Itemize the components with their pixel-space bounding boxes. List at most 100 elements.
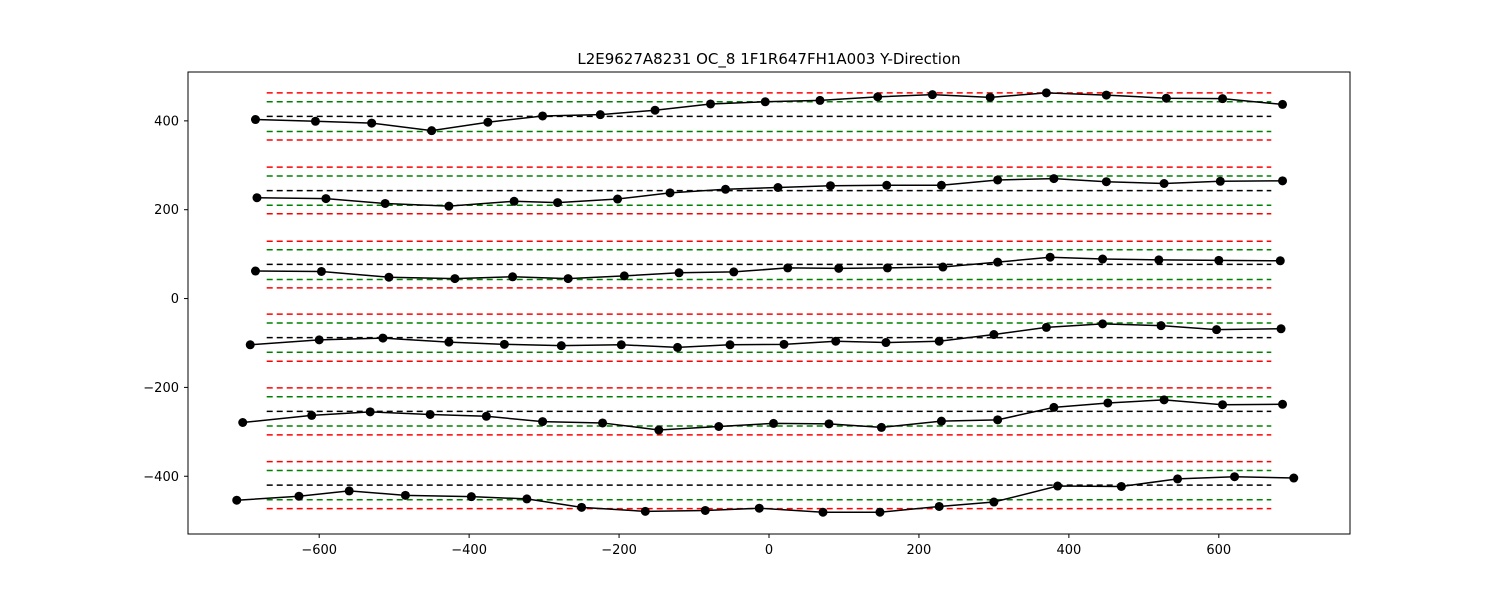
data-point-5-19 (1278, 399, 1288, 409)
y-tick-label-2: −200 (143, 381, 179, 396)
data-point-1-16 (1101, 90, 1111, 100)
data-point-3-9 (729, 267, 739, 277)
data-point-4-2 (314, 335, 324, 345)
data-point-1-9 (706, 99, 716, 109)
data-point-1-7 (595, 110, 605, 120)
measurement-series-6 (232, 472, 1299, 517)
data-point-5-3 (365, 407, 375, 417)
data-point-3-14 (993, 257, 1003, 267)
data-point-5-4 (425, 410, 435, 420)
data-point-5-15 (1049, 402, 1059, 412)
measurement-series-1 (250, 88, 1288, 136)
data-point-3-8 (674, 268, 684, 278)
data-point-6-10 (754, 503, 764, 513)
data-point-4-19 (1276, 324, 1286, 334)
tolerance-band-2 (266, 166, 1272, 215)
data-point-6-12 (875, 507, 885, 517)
data-point-2-6 (553, 198, 563, 208)
data-point-3-15 (1045, 252, 1055, 262)
data-point-5-17 (1159, 395, 1169, 405)
data-point-6-6 (522, 494, 532, 504)
x-tick-label-5: 200 (907, 543, 932, 558)
x-tick-label-2: −400 (451, 543, 487, 558)
data-point-5-14 (993, 415, 1003, 425)
data-point-4-10 (779, 339, 789, 349)
data-point-2-13 (936, 180, 946, 190)
data-point-5-10 (768, 418, 778, 428)
data-point-5-6 (538, 417, 548, 427)
data-point-3-1 (250, 266, 260, 276)
x-tick-label-7: 600 (1206, 543, 1231, 558)
data-point-3-18 (1214, 255, 1224, 265)
data-point-4-13 (934, 336, 944, 346)
data-point-5-5 (481, 411, 491, 421)
data-point-1-4 (427, 126, 437, 136)
data-point-1-1 (250, 115, 260, 125)
tolerance-band-5 (266, 387, 1272, 436)
data-point-2-8 (665, 188, 675, 198)
data-point-2-19 (1278, 176, 1288, 186)
x-axis: −600 −400 −200 0 200 400 600 (301, 534, 1231, 558)
x-tick-label-4: 0 (765, 543, 773, 558)
data-point-2-7 (613, 194, 623, 204)
x-tick-label-3: −200 (601, 543, 637, 558)
data-point-4-15 (1041, 322, 1051, 332)
data-point-4-16 (1098, 319, 1108, 329)
data-point-1-11 (815, 95, 825, 105)
chart-title: L2E9627A8231 OC_8 1F1R647FH1A003 Y-Direc… (577, 50, 960, 69)
measurement-series-3 (250, 252, 1285, 284)
data-point-4-14 (989, 330, 999, 340)
data-point-3-11 (834, 263, 844, 273)
data-point-4-8 (673, 342, 683, 352)
data-point-5-9 (714, 421, 724, 431)
data-point-3-3 (384, 272, 394, 282)
data-point-1-5 (483, 117, 493, 127)
y-tick-label-5: 400 (154, 114, 179, 129)
data-point-3-19 (1275, 256, 1285, 266)
data-point-1-18 (1218, 94, 1228, 104)
data-point-6-17 (1173, 474, 1183, 484)
data-point-6-5 (466, 492, 476, 502)
data-point-6-8 (640, 506, 650, 516)
data-point-2-18 (1215, 176, 1225, 186)
data-point-3-7 (619, 271, 629, 281)
data-point-4-9 (725, 340, 735, 350)
data-point-5-8 (654, 425, 664, 435)
data-point-6-9 (700, 505, 710, 515)
data-point-3-6 (563, 274, 573, 284)
data-point-4-12 (881, 338, 891, 348)
data-point-2-5 (509, 196, 519, 206)
data-point-1-14 (985, 92, 995, 102)
measurement-series-4 (245, 319, 1286, 352)
data-point-3-10 (783, 263, 793, 273)
data-point-3-16 (1098, 254, 1108, 264)
data-point-4-18 (1212, 325, 1222, 335)
y-tick-label-1: −400 (143, 470, 179, 485)
data-point-6-7 (577, 502, 587, 512)
data-point-4-5 (499, 339, 509, 349)
data-point-5-7 (598, 418, 608, 428)
y-tick-label-3: 0 (171, 292, 179, 307)
y-tick-label-4: 200 (154, 203, 179, 218)
data-point-6-4 (400, 490, 410, 500)
data-point-2-4 (444, 201, 454, 211)
data-point-6-18 (1230, 472, 1240, 482)
x-tick-label-6: 400 (1056, 543, 1081, 558)
data-point-5-12 (876, 422, 886, 432)
data-point-4-4 (444, 337, 454, 347)
data-point-3-17 (1154, 255, 1164, 265)
data-point-1-6 (538, 111, 548, 121)
data-point-6-16 (1116, 481, 1126, 491)
data-point-1-3 (367, 118, 377, 128)
data-point-5-11 (824, 419, 834, 429)
data-point-6-15 (1053, 481, 1063, 491)
data-point-3-13 (938, 262, 948, 272)
data-point-2-14 (993, 175, 1003, 185)
data-point-5-1 (238, 417, 248, 427)
measurement-series-5 (238, 395, 1288, 435)
data-point-6-13 (934, 501, 944, 511)
data-point-1-12 (873, 92, 883, 102)
data-point-1-10 (760, 97, 770, 107)
